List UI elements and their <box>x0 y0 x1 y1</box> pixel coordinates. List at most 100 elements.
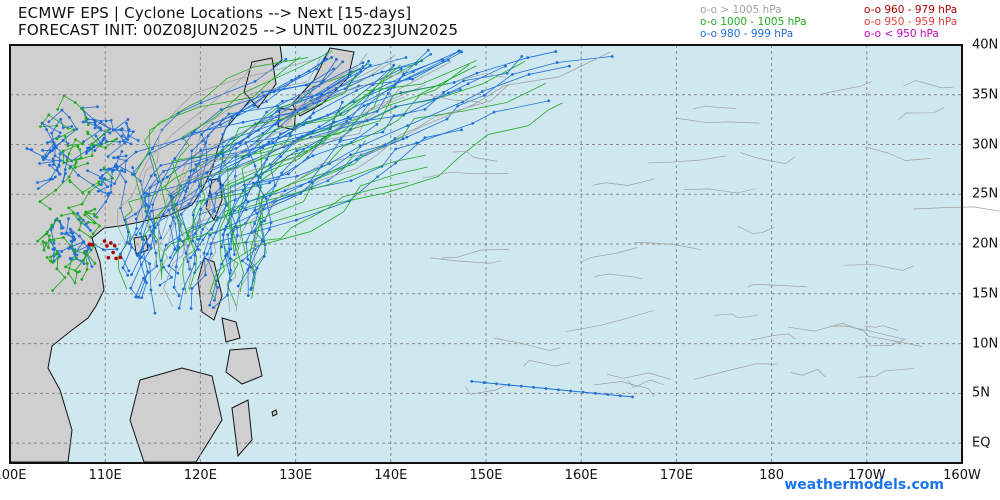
track-point <box>70 124 74 128</box>
cyclone-track <box>676 117 760 124</box>
track-point <box>199 149 203 152</box>
track-point <box>355 88 358 92</box>
track-point <box>84 120 87 123</box>
track-point <box>106 185 109 189</box>
track-point <box>110 170 114 173</box>
track-point <box>48 149 52 152</box>
track-point <box>67 217 70 221</box>
intense-point <box>114 256 118 261</box>
track-point <box>131 166 135 169</box>
track-point <box>452 81 456 84</box>
track-point <box>223 228 227 232</box>
intense-point <box>118 255 123 260</box>
land-borneo <box>129 367 223 463</box>
track-point <box>244 198 248 202</box>
track-point <box>145 281 148 285</box>
lon-tick-label: 160W <box>943 468 981 483</box>
track-point <box>205 252 209 256</box>
track-point <box>142 238 145 241</box>
track-point <box>159 236 163 240</box>
lon-tick-label: 120E <box>183 468 217 483</box>
track-point <box>30 148 34 152</box>
land-mariana-dots <box>271 409 278 417</box>
track-point <box>186 205 190 209</box>
track-point <box>297 74 301 78</box>
cyclone-track <box>898 107 945 121</box>
cyclone-track <box>737 225 775 234</box>
track-point <box>402 72 406 76</box>
cyclone-track <box>238 65 395 254</box>
track-point <box>74 256 78 260</box>
track-point <box>475 71 479 75</box>
track-point <box>58 219 62 223</box>
track-point <box>144 202 148 206</box>
track-point <box>232 209 236 213</box>
track-point <box>80 278 84 281</box>
track-point <box>99 120 103 124</box>
track-point <box>127 134 131 138</box>
track-point <box>201 238 205 242</box>
track-point <box>69 257 73 261</box>
cyclone-track <box>494 337 561 351</box>
track-point <box>460 128 463 132</box>
cyclone-track <box>425 94 485 105</box>
track-point <box>101 138 105 142</box>
lon-tick-label: 110E <box>88 468 122 483</box>
track-point <box>172 215 175 219</box>
track-point <box>261 146 265 150</box>
track-point <box>315 67 319 71</box>
cyclone-track <box>441 248 510 259</box>
track-point <box>366 119 369 122</box>
track-point <box>276 104 279 108</box>
cyclone-track <box>750 333 796 341</box>
track-point <box>241 120 245 124</box>
cyclone-track <box>860 328 923 347</box>
track-point <box>284 58 288 61</box>
track-point <box>49 228 53 232</box>
cyclone-track <box>714 313 758 319</box>
track-point <box>189 307 193 310</box>
track-point <box>58 159 62 163</box>
track-point <box>106 155 110 158</box>
track-point <box>45 141 49 145</box>
track-point <box>36 181 39 184</box>
track-point <box>393 137 397 140</box>
track-point <box>255 266 259 270</box>
cyclone-track <box>606 372 672 380</box>
track-point <box>229 257 232 261</box>
track-point <box>105 139 108 143</box>
track-point <box>55 267 59 271</box>
legend-item-1000-1005: o-o 1000 - 1005 hPa <box>700 16 807 28</box>
cyclone-track <box>740 152 796 165</box>
cyclone-track <box>135 62 364 236</box>
track-point <box>371 83 375 86</box>
track-point <box>532 385 535 389</box>
track-point <box>82 262 86 266</box>
track-point <box>68 180 72 184</box>
track-point <box>153 226 157 230</box>
track-point <box>177 306 181 310</box>
track-point <box>67 152 71 156</box>
cyclone-track <box>143 56 301 239</box>
track-point <box>89 235 93 239</box>
track-point <box>118 140 122 144</box>
track-point <box>56 107 60 111</box>
track-point <box>54 146 58 149</box>
track-point <box>25 146 29 150</box>
track-point <box>175 202 178 206</box>
track-point <box>386 91 390 95</box>
track-point <box>130 273 134 276</box>
track-point <box>343 87 347 91</box>
track-point <box>81 258 85 262</box>
track-point <box>606 393 610 396</box>
track-point <box>311 131 315 134</box>
track-point <box>134 233 138 237</box>
track-point <box>188 267 192 271</box>
track-point <box>194 232 197 235</box>
track-point <box>174 265 178 269</box>
track-point <box>170 275 173 279</box>
track-point <box>265 110 269 114</box>
track-point <box>50 131 54 135</box>
track-point <box>182 287 185 291</box>
cyclone-track <box>173 58 425 256</box>
